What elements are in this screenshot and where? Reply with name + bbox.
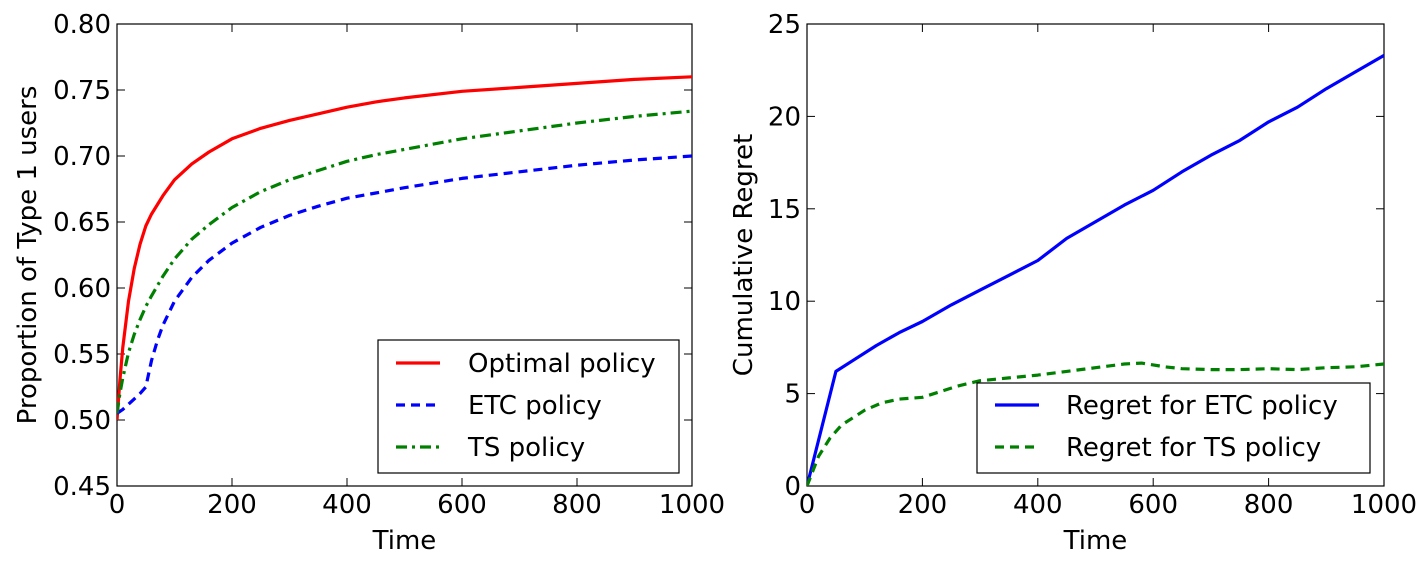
- y-tick-label: 0.65: [53, 208, 111, 238]
- x-axis-title: Time: [1063, 526, 1128, 556]
- legend: Regret for ETC policy Regret for TS polic…: [976, 382, 1371, 474]
- legend: Optimal policy ETC policy TS policy: [377, 339, 680, 474]
- x-tick-label: 400: [1013, 490, 1063, 520]
- y-tick-label: 25: [768, 10, 801, 40]
- y-tick-label: 5: [784, 380, 801, 410]
- legend-box: [976, 382, 1371, 474]
- series-line-regret-for-ts-policy: [807, 361, 1384, 486]
- series-line-regret-for-etc-policy: [807, 54, 1384, 486]
- x-tick-label: 200: [898, 490, 948, 520]
- y-axis-title: Proportion of Type 1 users: [13, 86, 43, 425]
- y-tick-label: 0: [784, 472, 801, 502]
- x-tick-label: 200: [207, 490, 257, 520]
- legend-label: ETC policy: [468, 391, 602, 421]
- x-tick-label: 0: [109, 490, 126, 520]
- x-tick-label: 1000: [1351, 490, 1417, 520]
- x-tick-label: 1000: [659, 490, 725, 520]
- x-tick-label: 600: [437, 490, 487, 520]
- y-tick-label: 0.75: [53, 76, 111, 106]
- y-tick-label: 20: [768, 102, 801, 132]
- y-tick-label: 10: [768, 287, 801, 317]
- y-axis-title: Cumulative Regret: [729, 134, 759, 376]
- y-tick-label: 0.70: [53, 142, 111, 172]
- right-chart-cumulative-regret: 0 200 400 600 800 1000 0 5 10 15 20 25 Time Cumulativ…: [729, 10, 1417, 556]
- x-tick-label: 800: [552, 490, 602, 520]
- x-tick-label: 600: [1128, 490, 1178, 520]
- x-tick-label: 0: [799, 490, 816, 520]
- series-line-etc-policy: [117, 154, 692, 415]
- x-axis-title: Time: [372, 526, 437, 556]
- y-tick-label: 15: [768, 195, 801, 225]
- y-tick-label: 0.50: [53, 406, 111, 436]
- legend-label: Regret for TS policy: [1066, 433, 1321, 463]
- legend-label: TS policy: [467, 433, 585, 463]
- y-tick-label: 0.60: [53, 274, 111, 304]
- x-tick-label: 800: [1244, 490, 1294, 520]
- x-tick-label: 400: [322, 490, 372, 520]
- series-line-ts-policy: [117, 109, 692, 414]
- y-tick-label: 0.45: [53, 472, 111, 502]
- left-chart-proportion-type1: 0 200 400 600 800 1000 0.45 0.50 0.55 0.60 0.65 0.7…: [13, 10, 725, 556]
- y-tick-label: 0.80: [53, 10, 111, 40]
- plot-frame: [116, 23, 693, 487]
- plot-frame: [806, 23, 1385, 487]
- y-tick-label: 0.55: [53, 340, 111, 370]
- legend-label: Optimal policy: [468, 349, 656, 379]
- series-line-optimal-policy: [117, 75, 692, 421]
- legend-label: Regret for ETC policy: [1066, 391, 1338, 421]
